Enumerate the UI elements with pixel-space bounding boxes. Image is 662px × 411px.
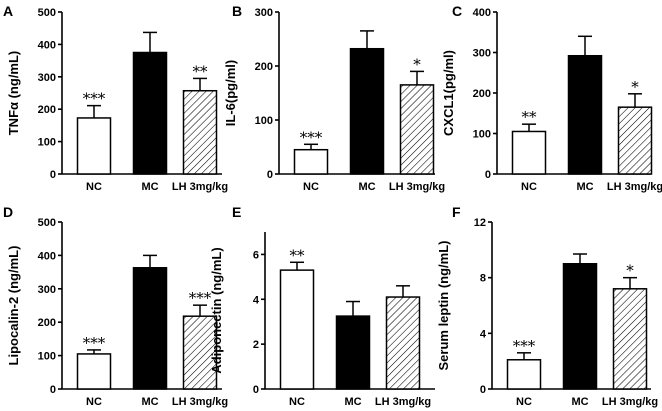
y-tick-label: 0: [50, 384, 56, 396]
bar-lh-3mg-kg: [385, 296, 421, 390]
significance-marker: **: [290, 246, 306, 264]
bar-nc: [511, 130, 547, 175]
y-tick-label: 4: [480, 328, 487, 340]
chart-panel-d: D Lipocalin-2 (ng/mL) 0 100 200 300 400 500 *** N…: [3, 204, 228, 408]
panel-letter: B: [232, 3, 242, 19]
y-tick-label: 100: [473, 129, 491, 141]
x-category-label: NC: [86, 181, 102, 193]
panel-letter: F: [452, 204, 461, 220]
x-category-label: LH 3mg/kg: [172, 396, 228, 408]
y-axis-label: IL-6(pg/ml): [223, 60, 238, 126]
bar-nc: [76, 353, 112, 390]
panel-letter: A: [3, 3, 13, 19]
x-category-label: MC: [576, 181, 593, 193]
y-axis-label: TNFα (ng/mL): [6, 51, 21, 136]
y-tick-label: 0: [267, 169, 273, 181]
bar-lh-3mg-kg: [182, 315, 218, 390]
bar-mc: [567, 54, 603, 175]
bar-nc: [506, 359, 542, 390]
y-tick-label: 100: [38, 351, 56, 363]
x-category-label: NC: [521, 181, 537, 193]
y-tick-label: 200: [38, 104, 56, 116]
y-tick-label: 500: [38, 7, 56, 19]
x-category-label: MC: [358, 181, 375, 193]
significance-marker: ***: [189, 289, 212, 307]
y-tick-label: 4: [253, 294, 260, 306]
bar-lh-3mg-kg: [399, 84, 435, 175]
x-category-label: MC: [141, 396, 158, 408]
significance-marker: *: [413, 55, 421, 73]
y-tick-label: 8: [480, 273, 486, 285]
y-tick-label: 200: [473, 88, 491, 100]
bar-mc: [132, 51, 168, 175]
y-tick-label: 400: [38, 39, 56, 51]
panel-letter: D: [3, 204, 13, 220]
y-tick-label: 12: [474, 217, 486, 229]
y-tick-label: 200: [255, 61, 273, 73]
x-category-label: LH 3mg/kg: [602, 396, 658, 408]
significance-marker: ***: [300, 128, 323, 146]
x-category-label: NC: [86, 396, 102, 408]
y-tick-label: 200: [38, 317, 56, 329]
y-tick-label: 400: [38, 250, 56, 262]
significance-marker: ***: [83, 90, 106, 108]
x-category-label: LH 3mg/kg: [389, 181, 445, 193]
x-category-label: MC: [141, 181, 158, 193]
y-axis-label: Serum leptin (ng/mL): [436, 241, 451, 371]
y-tick-label: 300: [38, 284, 56, 296]
x-category-label: MC: [571, 396, 588, 408]
y-tick-label: 500: [38, 217, 56, 229]
y-tick-label: 300: [38, 72, 56, 84]
significance-marker: ***: [513, 337, 536, 355]
y-tick-label: 0: [485, 169, 491, 181]
bar-nc: [293, 148, 329, 175]
y-tick-label: 6: [253, 249, 259, 261]
chart-panel-e: E Adiponectin (ng/mL) 0 2 4 6 ** NC MC LH 3mg/kg: [209, 204, 435, 408]
y-tick-label: 0: [253, 384, 259, 396]
x-category-label: LH 3mg/kg: [375, 396, 431, 408]
y-tick-label: 300: [255, 7, 273, 19]
chart-panel-b: B IL-6(pg/ml) 0 100 200 300 *** NC MC * LH 3mg/kg: [223, 3, 445, 193]
bar-mc: [349, 47, 385, 175]
bar-mc: [132, 267, 168, 390]
y-axis-label: Lipocalin-2 (ng/mL): [6, 246, 21, 366]
x-category-label: NC: [289, 396, 305, 408]
bar-nc: [279, 269, 315, 390]
x-category-label: LH 3mg/kg: [172, 181, 228, 193]
y-tick-label: 300: [473, 48, 491, 60]
y-tick-label: 0: [480, 384, 486, 396]
bar-nc: [76, 117, 112, 175]
x-category-label: NC: [516, 396, 532, 408]
x-category-label: NC: [303, 181, 319, 193]
significance-marker: **: [193, 62, 209, 80]
chart-panel-a: A TNFα (ng/mL) 0 100 200 300 400 500 *** NC MC ** LH…: [3, 3, 228, 193]
bar-mc: [562, 263, 598, 390]
bar-mc: [335, 315, 371, 390]
significance-marker: **: [522, 108, 538, 126]
panel-letter: C: [452, 3, 462, 19]
significance-marker: *: [631, 78, 639, 96]
bar-lh-3mg-kg: [612, 288, 648, 390]
significance-marker: *: [626, 262, 634, 280]
y-axis-label: Adiponectin (ng/mL): [209, 247, 224, 373]
x-category-label: MC: [344, 396, 361, 408]
chart-panel-c: C CXCL1(pg/ml) 0 100 200 300 400 ** NC MC * LH 3mg/…: [441, 3, 662, 193]
y-tick-label: 400: [473, 7, 491, 19]
y-tick-label: 100: [255, 115, 273, 127]
panel-letter: E: [232, 204, 241, 220]
chart-panel-f: F Serum leptin (ng/mL) 0 4 8 12 *** NC MC * LH 3mg…: [436, 204, 658, 408]
significance-marker: ***: [83, 334, 106, 352]
y-tick-label: 100: [38, 137, 56, 149]
y-tick-label: 2: [253, 339, 259, 351]
bar-lh-3mg-kg: [617, 106, 653, 175]
y-axis-label: CXCL1(pg/ml): [441, 50, 456, 136]
y-tick-label: 0: [50, 169, 56, 181]
x-category-label: LH 3mg/kg: [607, 181, 662, 193]
bar-lh-3mg-kg: [182, 89, 218, 175]
